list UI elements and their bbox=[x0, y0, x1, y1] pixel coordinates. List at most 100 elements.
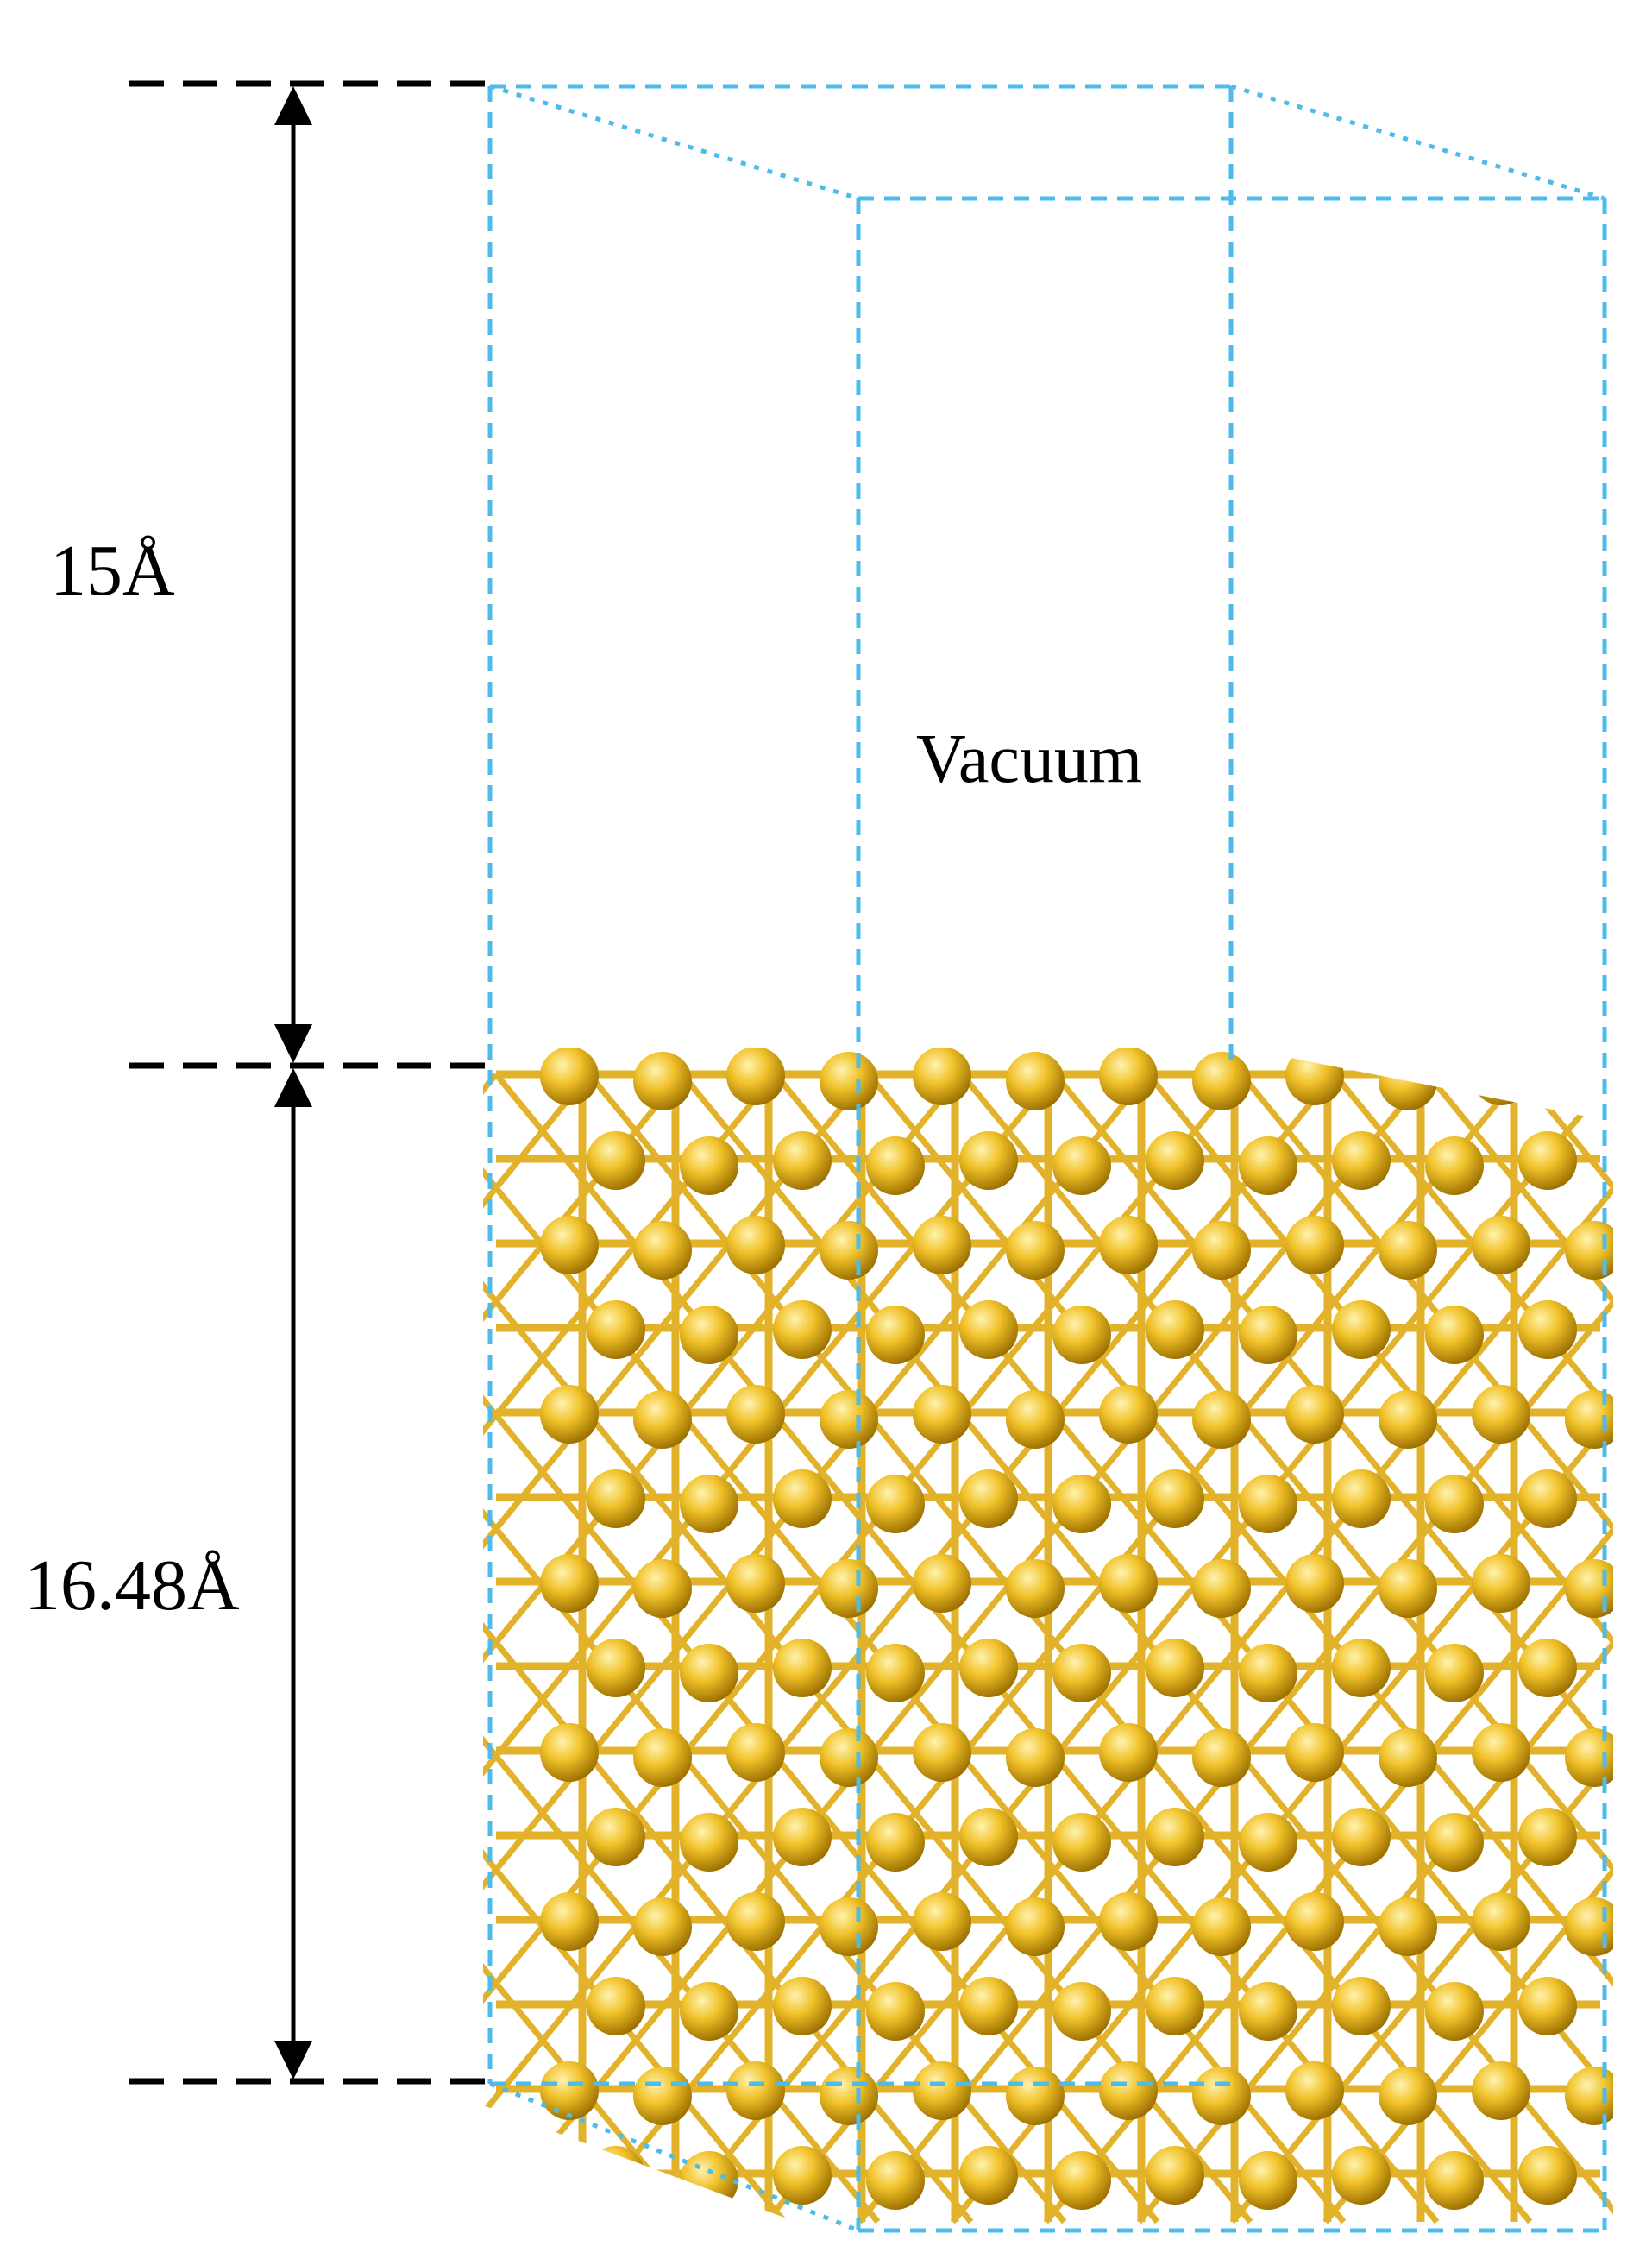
gold-atom bbox=[540, 2061, 599, 2120]
gold-atom bbox=[866, 2151, 925, 2210]
gold-atom bbox=[1518, 1977, 1577, 2035]
gold-atom bbox=[866, 1306, 925, 1364]
gold-atom bbox=[1425, 1813, 1484, 1872]
gold-atom bbox=[587, 1639, 645, 1697]
gold-atom bbox=[1565, 1559, 1613, 1618]
gold-atom bbox=[1192, 1559, 1251, 1618]
gold-atom bbox=[680, 1813, 738, 1872]
gold-atom bbox=[540, 1385, 599, 1444]
gold-atom bbox=[1099, 1385, 1158, 1444]
gold-atom bbox=[773, 1808, 832, 1866]
gold-atom bbox=[1285, 1216, 1344, 1274]
gold-atom bbox=[680, 1136, 738, 1195]
gold-atom bbox=[633, 1559, 692, 1618]
bond bbox=[1322, 1072, 1613, 2224]
bond bbox=[0, 1074, 310, 2222]
bond bbox=[483, 1072, 694, 2224]
gold-atom bbox=[866, 1644, 925, 1702]
gold-atom bbox=[1192, 1221, 1251, 1280]
gold-atom bbox=[1472, 1216, 1530, 1274]
slab-arrowhead-bottom bbox=[274, 2041, 312, 2079]
gold-atom bbox=[540, 1216, 599, 1274]
gold-atom bbox=[959, 1808, 1018, 1866]
gold-atom bbox=[540, 1892, 599, 1951]
gold-atom bbox=[1146, 1131, 1204, 1190]
gold-atom bbox=[1052, 1136, 1111, 1195]
gold-atom bbox=[773, 1639, 832, 1697]
gold-atom bbox=[1052, 2151, 1111, 2210]
gold-atom bbox=[1565, 1221, 1613, 1280]
gold-atom bbox=[1099, 1048, 1158, 1105]
cell-edge bbox=[489, 2081, 859, 2233]
gold-atom bbox=[1285, 1892, 1344, 1951]
gold-atom bbox=[1472, 1892, 1530, 1951]
gold-atom bbox=[540, 1723, 599, 1782]
gold-atom bbox=[866, 1136, 925, 1195]
gold-atom bbox=[1285, 1723, 1344, 1782]
gold-atom bbox=[680, 1306, 738, 1364]
gold-atom bbox=[587, 1977, 645, 2035]
gold-atom bbox=[1518, 2146, 1577, 2205]
gold-atom bbox=[1518, 1639, 1577, 1697]
gold-atom bbox=[1099, 1723, 1158, 1782]
bond bbox=[670, 1072, 1613, 2224]
bond bbox=[483, 1072, 1337, 2224]
bond bbox=[1229, 1072, 1613, 2224]
gold-atom bbox=[1379, 1052, 1437, 1110]
gold-atom bbox=[1146, 1977, 1204, 2035]
gold-atom bbox=[773, 1131, 832, 1190]
gold-atom bbox=[1332, 2146, 1391, 2205]
gold-atom bbox=[1518, 1300, 1577, 1359]
gold-atom bbox=[1006, 1728, 1065, 1787]
gold-atom bbox=[633, 1897, 692, 1956]
bond bbox=[577, 1072, 1523, 2224]
gold-atom bbox=[959, 1639, 1018, 1697]
bond bbox=[484, 1072, 1430, 2224]
gold-atom bbox=[1239, 2151, 1297, 2210]
gold-atom bbox=[1472, 2061, 1530, 2120]
bond bbox=[1136, 1072, 1613, 2224]
gold-atom bbox=[1425, 1644, 1484, 1702]
gold-atom bbox=[680, 1475, 738, 1533]
bond bbox=[763, 1072, 1613, 2224]
gold-atom bbox=[773, 1469, 832, 1528]
gold-atom bbox=[959, 1131, 1018, 1190]
gold-atom bbox=[913, 1216, 971, 1274]
bond bbox=[1043, 1072, 1613, 2224]
gold-atom bbox=[1379, 1897, 1437, 1956]
gold-atom bbox=[1332, 1469, 1391, 1528]
gold-atom bbox=[587, 2146, 645, 2205]
gold-atom bbox=[913, 1385, 971, 1444]
gold-atom bbox=[680, 1644, 738, 1702]
gold-atom bbox=[1239, 1644, 1297, 1702]
gold-atom bbox=[633, 1221, 692, 1280]
gold-atom bbox=[1379, 1390, 1437, 1449]
gold-atom bbox=[1006, 1052, 1065, 1110]
gold-atom bbox=[1239, 1136, 1297, 1195]
gold-atom bbox=[1146, 1639, 1204, 1697]
gold-atom bbox=[1565, 1897, 1613, 1956]
gold-atom bbox=[1425, 1475, 1484, 1533]
gold-atom bbox=[1052, 1644, 1111, 1702]
gold-atom bbox=[1006, 1559, 1065, 1618]
gold-atom bbox=[1052, 1982, 1111, 2041]
bond bbox=[0, 1074, 123, 2222]
gold-atom bbox=[587, 1131, 645, 1190]
gold-atom bbox=[1332, 1808, 1391, 1866]
slab-arrowhead-top bbox=[274, 1068, 312, 1107]
gold-atom bbox=[726, 1554, 785, 1613]
gold-atom bbox=[913, 1723, 971, 1782]
gold-atom bbox=[633, 2067, 692, 2125]
gold-atom bbox=[587, 1469, 645, 1528]
gold-atom bbox=[1379, 1221, 1437, 1280]
gold-atom bbox=[726, 2061, 785, 2120]
bond bbox=[483, 1072, 685, 2224]
gold-atom bbox=[1052, 1475, 1111, 1533]
gold-atom bbox=[726, 1216, 785, 1274]
gold-atom bbox=[1565, 1052, 1613, 1110]
gold-atom bbox=[680, 1982, 738, 2041]
gold-atom bbox=[1425, 1982, 1484, 2041]
gold-atom bbox=[1472, 1385, 1530, 1444]
gold-atom bbox=[913, 1048, 971, 1105]
